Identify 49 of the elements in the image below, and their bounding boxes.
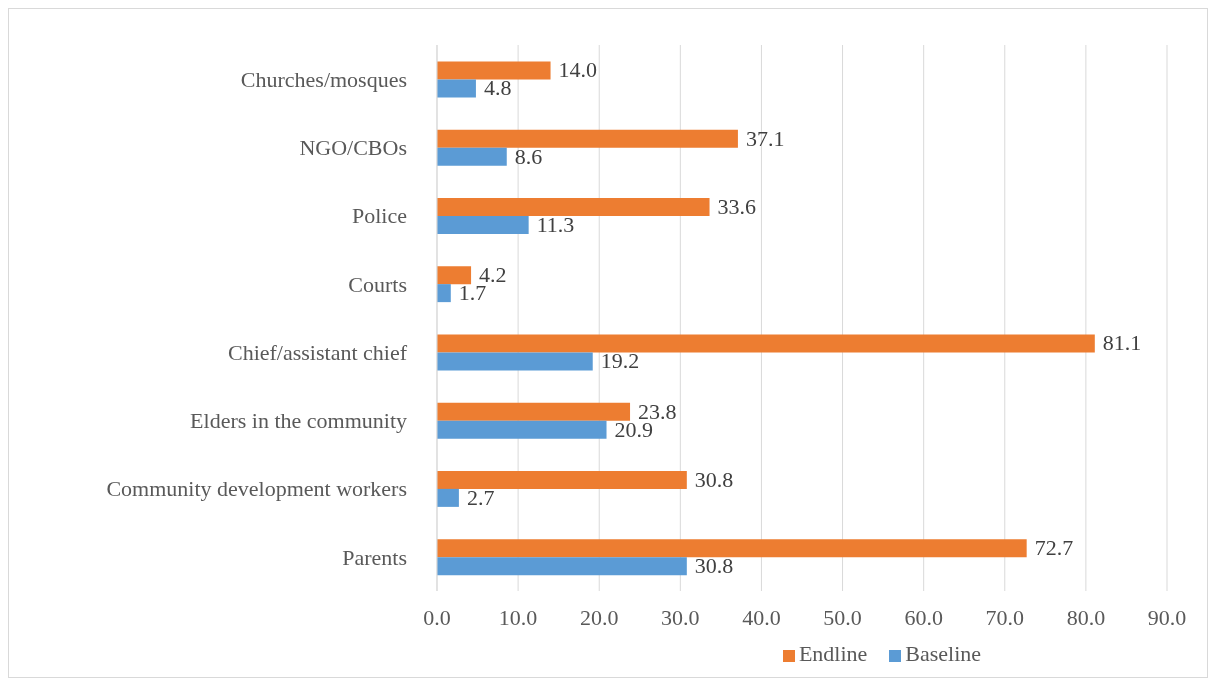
bar — [437, 215, 529, 234]
y-tick-label: Elders in the community — [190, 408, 407, 434]
x-tick-label: 60.0 — [904, 604, 943, 630]
x-tick-label: 70.0 — [985, 604, 1025, 630]
y-tick-label: NGO/CBOs — [299, 135, 407, 161]
data-label: 11.3 — [536, 211, 575, 237]
data-label: 4.8 — [483, 75, 512, 101]
bar — [437, 470, 687, 489]
data-label: 2.7 — [466, 484, 495, 510]
x-tick-label: 30.0 — [661, 604, 700, 630]
x-tick-label: 90.0 — [1147, 604, 1187, 630]
y-tick-label: Community development workers — [106, 476, 407, 502]
legend-label: Endline — [798, 641, 868, 666]
data-label: 14.0 — [558, 57, 598, 83]
data-label: 19.2 — [600, 348, 640, 374]
x-tick-label: 0.0 — [423, 604, 451, 630]
data-label: 30.8 — [694, 466, 734, 492]
data-label: 81.1 — [1102, 330, 1142, 356]
y-tick-label: Police — [352, 203, 407, 229]
bar — [437, 147, 507, 166]
y-tick-label: Chief/assistant chief — [227, 339, 408, 365]
x-tick-label: 50.0 — [823, 604, 862, 630]
data-label: 30.8 — [694, 553, 734, 579]
x-tick-label: 80.0 — [1066, 604, 1106, 630]
bar — [437, 402, 631, 421]
bar — [437, 266, 472, 285]
data-label: 33.6 — [717, 193, 757, 219]
bar — [437, 197, 710, 216]
data-label: 8.6 — [514, 143, 543, 169]
x-tick-label: 40.0 — [742, 604, 781, 630]
bar — [437, 334, 1095, 353]
bar — [437, 129, 738, 148]
x-tick-label: 10.0 — [498, 604, 538, 630]
data-label: 72.7 — [1034, 535, 1074, 561]
legend-label: Baseline — [905, 641, 982, 666]
bar — [437, 420, 607, 439]
bar — [437, 557, 687, 576]
bar — [437, 79, 476, 98]
y-tick-label: Parents — [342, 544, 407, 570]
bar — [437, 284, 451, 303]
data-label: 1.7 — [458, 280, 487, 306]
data-label: 37.1 — [745, 125, 785, 151]
bar — [437, 61, 551, 80]
bar — [437, 539, 1027, 558]
bar — [437, 488, 459, 507]
y-tick-label: Churches/mosques — [240, 66, 407, 92]
y-tick-label: Courts — [348, 271, 407, 297]
x-tick-label: 20.0 — [579, 604, 619, 630]
bar — [437, 352, 593, 371]
